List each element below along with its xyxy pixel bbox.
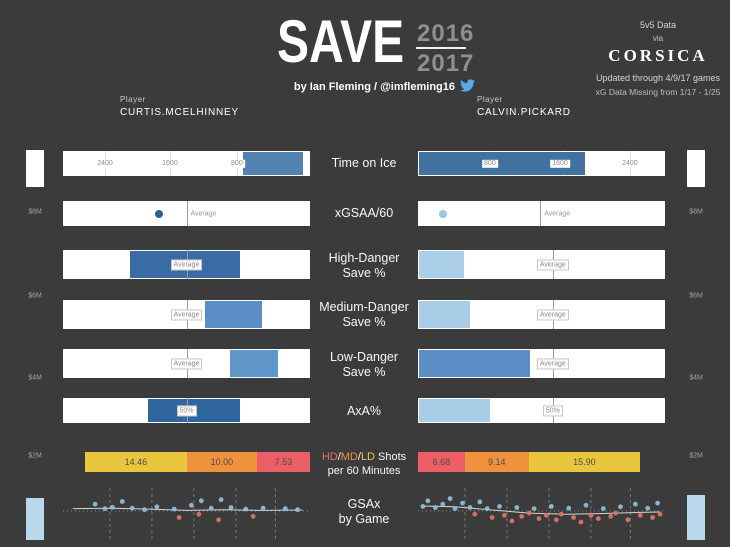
player-header-right: Player CALVIN.PICKARD — [477, 95, 571, 118]
data-dot — [438, 209, 447, 218]
label-xgsaa: xGSAA/60 — [334, 206, 394, 220]
player-label: Player — [477, 95, 503, 104]
player-name-mcelhinney[interactable]: CURTIS.MCELHINNEY — [120, 107, 239, 118]
gsax-chart-left — [63, 487, 310, 540]
xgsaa-chart-left: Average — [63, 201, 310, 226]
hd-save-chart-left: Average — [63, 250, 310, 279]
salary-axis-right: $8M $6M $4M $2M — [687, 150, 705, 540]
axa-chart-right: 50% — [418, 398, 665, 423]
label-md-save: Medium-Danger Save % — [319, 300, 409, 329]
toi-chart-right: 800 1600 2400 — [418, 151, 665, 176]
shots-segment-md: 9.14 — [464, 452, 529, 472]
md-save-chart-right: Average — [418, 300, 665, 329]
label-gsax: GSAx by Game — [338, 497, 390, 526]
title-season-bottom: 2017 — [417, 50, 475, 77]
source-block: 5v5 Data via CORSICA Updated through 4/9… — [588, 20, 728, 97]
player-label: Player — [120, 95, 146, 104]
title-save: SAVE — [277, 8, 405, 75]
shots-segment-md: 10.00 — [186, 452, 258, 472]
byline: by Ian Fleming / @imfleming16 — [293, 81, 455, 93]
player-header-left: Player CURTIS.MCELHINNEY — [120, 95, 239, 118]
source-via: via — [652, 34, 664, 43]
shots-segment-hd: 7.53 — [257, 452, 310, 472]
toi-chart-left: 2400 1600 800 — [63, 151, 310, 176]
title-divider — [416, 47, 466, 49]
title-season-top: 2016 — [417, 20, 475, 47]
hd-save-chart-right: Average — [418, 250, 665, 279]
label-axa: AxA% — [346, 404, 382, 418]
player-name-pickard[interactable]: CALVIN.PICKARD — [477, 107, 571, 118]
twitter-icon[interactable] — [459, 78, 476, 93]
axa-chart-left: 50% — [63, 398, 310, 423]
shots-segment-ld: 15.90 — [528, 452, 640, 472]
ld-save-chart-right: Average — [418, 349, 665, 378]
salary-axis-left: $8M $6M $4M $2M — [26, 150, 44, 540]
label-ld-save: Low-Danger Save % — [329, 350, 399, 379]
xgsaa-chart-right: Average — [418, 201, 665, 226]
data-dot — [155, 209, 164, 218]
label-hd-save: High-Danger Save % — [328, 251, 400, 280]
shots60-chart-right: 6.68 9.14 15.90 — [418, 452, 640, 472]
label-time-on-ice: Time on Ice — [331, 156, 397, 170]
source-5v5: 5v5 Data — [639, 20, 677, 30]
shots-segment-ld: 14.46 — [85, 452, 187, 472]
corsica-logo[interactable]: CORSICA — [608, 46, 708, 65]
label-shots-per-60: HD/MD/LD Shots per 60 Minutes — [321, 451, 407, 477]
md-save-chart-left: Average — [63, 300, 310, 329]
shots-segment-hd: 6.68 — [418, 452, 465, 472]
gsax-chart-right — [418, 487, 665, 540]
source-missing: xG Data Missing from 1/17 - 1/25 — [595, 87, 721, 97]
shots60-chart-left: 14.46 10.00 7.53 — [85, 452, 310, 472]
source-updated: Updated through 4/9/17 games — [595, 73, 721, 83]
ld-save-chart-left: Average — [63, 349, 310, 378]
